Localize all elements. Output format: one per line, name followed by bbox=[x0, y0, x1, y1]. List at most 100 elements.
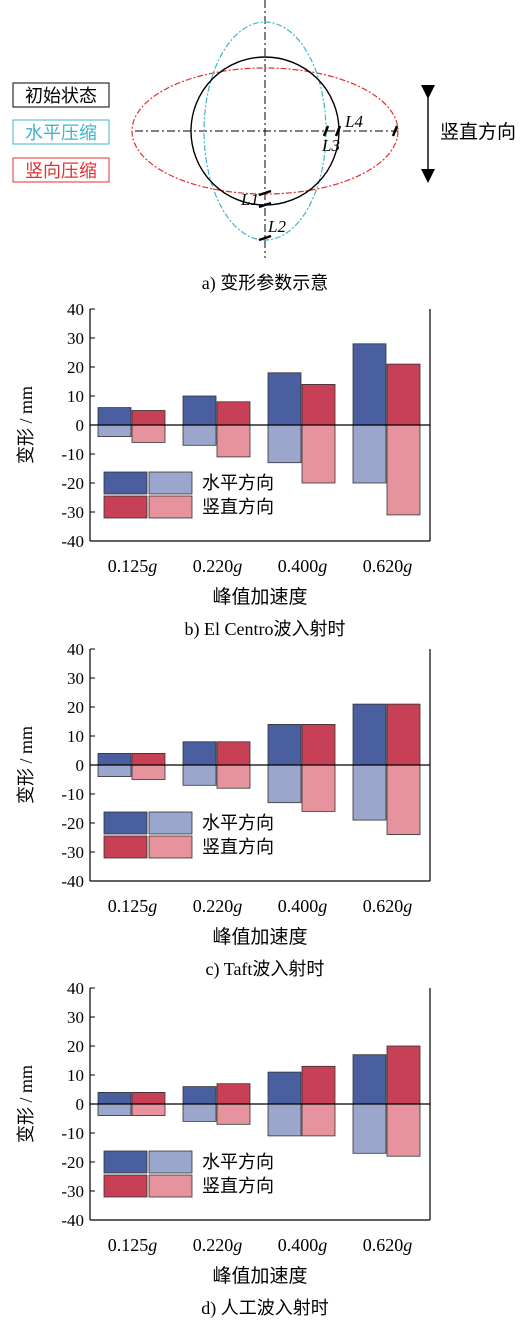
legend-box-vertical bbox=[12, 157, 110, 183]
legend-swatch-horizontal-dark bbox=[103, 1150, 148, 1174]
legend-horizontal: 水平方向 bbox=[202, 473, 274, 493]
y-tick-label: -20 bbox=[61, 814, 84, 833]
bar-vertical-positive bbox=[301, 383, 336, 426]
bar-horizontal-negative bbox=[182, 424, 217, 446]
bar-vertical-positive bbox=[216, 401, 251, 426]
x-tick-label: 0.400g bbox=[278, 1235, 328, 1255]
bar-horizontal-positive bbox=[97, 407, 132, 426]
y-tick-label: 0 bbox=[76, 1095, 85, 1114]
y-tick-label: -20 bbox=[61, 1153, 84, 1172]
y-tick-label: 30 bbox=[67, 669, 84, 688]
chart-caption: d) 人工波入射时 bbox=[201, 1298, 329, 1319]
bar-horizontal-positive bbox=[267, 724, 302, 766]
bar-vertical-positive bbox=[131, 1092, 166, 1105]
legend-horizontal: 水平方向 bbox=[202, 813, 274, 833]
x-tick-label: 0.400g bbox=[278, 556, 328, 576]
tick-L4 bbox=[391, 125, 399, 137]
bar-vertical-positive bbox=[386, 363, 421, 426]
x-tick-label: 0.220g bbox=[193, 556, 243, 576]
y-tick-label: -40 bbox=[61, 1211, 84, 1230]
label-L3: L3 bbox=[321, 136, 340, 155]
x-tick-label: 0.125g bbox=[108, 556, 158, 576]
x-tick-label: 0.125g bbox=[108, 896, 158, 916]
chart-3: 40 30 20 10 0 -10 -20 -30 -40 0.125g 0.220g 0.400g 0… bbox=[16, 979, 431, 1319]
direction-label: 竖直方向 bbox=[440, 121, 516, 143]
legend-swatch-horizontal-dark bbox=[103, 811, 148, 835]
bar-horizontal-positive bbox=[352, 343, 387, 426]
label-L4: L4 bbox=[344, 112, 363, 131]
bar-horizontal-negative bbox=[182, 1103, 217, 1122]
bar-vertical-positive bbox=[131, 410, 166, 426]
legend-swatch-horizontal-light bbox=[148, 471, 193, 495]
y-tick-label: 10 bbox=[67, 727, 84, 746]
legend-swatch-horizontal-light bbox=[148, 811, 193, 835]
legend-swatch-vertical-dark bbox=[103, 835, 148, 859]
legend-swatch-horizontal-dark bbox=[103, 471, 148, 495]
y-tick-label: 10 bbox=[67, 1066, 84, 1085]
y-tick-label: -10 bbox=[61, 445, 84, 464]
tick-L3 bbox=[322, 125, 330, 137]
y-tick-label: 0 bbox=[76, 416, 85, 435]
legend-swatch-vertical-dark bbox=[103, 495, 148, 519]
x-tick-label: 0.125g bbox=[108, 1235, 158, 1255]
chart-1: 40 30 20 10 0 -10 -20 -30 -40 0.125g 0.220g 0.400g 0… bbox=[16, 300, 431, 640]
bar-vertical-negative bbox=[216, 424, 251, 458]
bar-vertical-negative bbox=[131, 764, 166, 780]
bar-horizontal-positive bbox=[182, 395, 217, 426]
y-axis-label: 变形 / mm bbox=[16, 726, 36, 804]
legend-box-initial bbox=[12, 82, 110, 108]
legend-horizontal-compression: 水平压缩 bbox=[25, 123, 97, 143]
legend-vertical-compression: 竖向压缩 bbox=[25, 161, 97, 181]
y-tick-label: 40 bbox=[67, 300, 84, 319]
x-axis-label: 峰值加速度 bbox=[212, 926, 307, 948]
y-tick-label: -30 bbox=[61, 843, 84, 862]
y-tick-label: 20 bbox=[67, 698, 84, 717]
chart-caption: c) Taft波入射时 bbox=[206, 959, 325, 980]
charts: 40 30 20 10 0 -10 -20 -30 -40 0.125g 0.220g 0.400g 0… bbox=[16, 300, 431, 1319]
bar-vertical-negative bbox=[216, 1103, 251, 1125]
y-tick-label: 40 bbox=[67, 979, 84, 998]
bar-horizontal-negative bbox=[267, 764, 302, 804]
y-tick-label: -40 bbox=[61, 532, 84, 551]
y-tick-label: -10 bbox=[61, 785, 84, 804]
x-tick-label: 0.620g bbox=[363, 556, 413, 576]
y-axis-label: 变形 / mm bbox=[16, 1065, 36, 1143]
bar-vertical-positive bbox=[216, 741, 251, 766]
bar-vertical-negative bbox=[301, 764, 336, 812]
bar-horizontal-negative bbox=[97, 424, 132, 438]
bar-horizontal-negative bbox=[352, 424, 387, 484]
y-tick-label: 20 bbox=[67, 1037, 84, 1056]
legend-box-horizontal bbox=[12, 119, 110, 145]
y-tick-label: -40 bbox=[61, 872, 84, 891]
bar-vertical-negative bbox=[131, 1103, 166, 1116]
y-tick-label: 30 bbox=[67, 1008, 84, 1027]
bar-vertical-positive bbox=[386, 1045, 421, 1105]
label-L2: L2 bbox=[267, 217, 286, 236]
bar-vertical-negative bbox=[131, 424, 166, 443]
bar-horizontal-negative bbox=[352, 764, 387, 821]
bar-horizontal-negative bbox=[182, 764, 217, 786]
bar-horizontal-negative bbox=[97, 1103, 132, 1116]
tick-L1 bbox=[258, 189, 272, 197]
y-tick-label: 20 bbox=[67, 358, 84, 377]
legend-vertical: 竖直方向 bbox=[202, 497, 274, 517]
legend-swatch-vertical-light bbox=[148, 1174, 193, 1198]
y-tick-label: -30 bbox=[61, 1182, 84, 1201]
tick-L3b bbox=[334, 125, 342, 137]
caption-a: a) 变形参数示意 bbox=[202, 273, 328, 294]
bar-vertical-positive bbox=[216, 1083, 251, 1105]
y-tick-label: -20 bbox=[61, 474, 84, 493]
bar-horizontal-positive bbox=[182, 741, 217, 766]
y-tick-label: -30 bbox=[61, 503, 84, 522]
x-tick-label: 0.620g bbox=[363, 896, 413, 916]
x-tick-label: 0.620g bbox=[363, 1235, 413, 1255]
bar-vertical-negative bbox=[301, 424, 336, 484]
legend-swatch-vertical-light bbox=[148, 835, 193, 859]
y-tick-label: 10 bbox=[67, 387, 84, 406]
x-axis-label: 峰值加速度 bbox=[212, 586, 307, 608]
x-axis-label: 峰值加速度 bbox=[212, 1265, 307, 1287]
x-tick-label: 0.400g bbox=[278, 896, 328, 916]
legend-swatch-vertical-light bbox=[148, 495, 193, 519]
bar-vertical-positive bbox=[301, 1065, 336, 1105]
bar-vertical-negative bbox=[301, 1103, 336, 1137]
